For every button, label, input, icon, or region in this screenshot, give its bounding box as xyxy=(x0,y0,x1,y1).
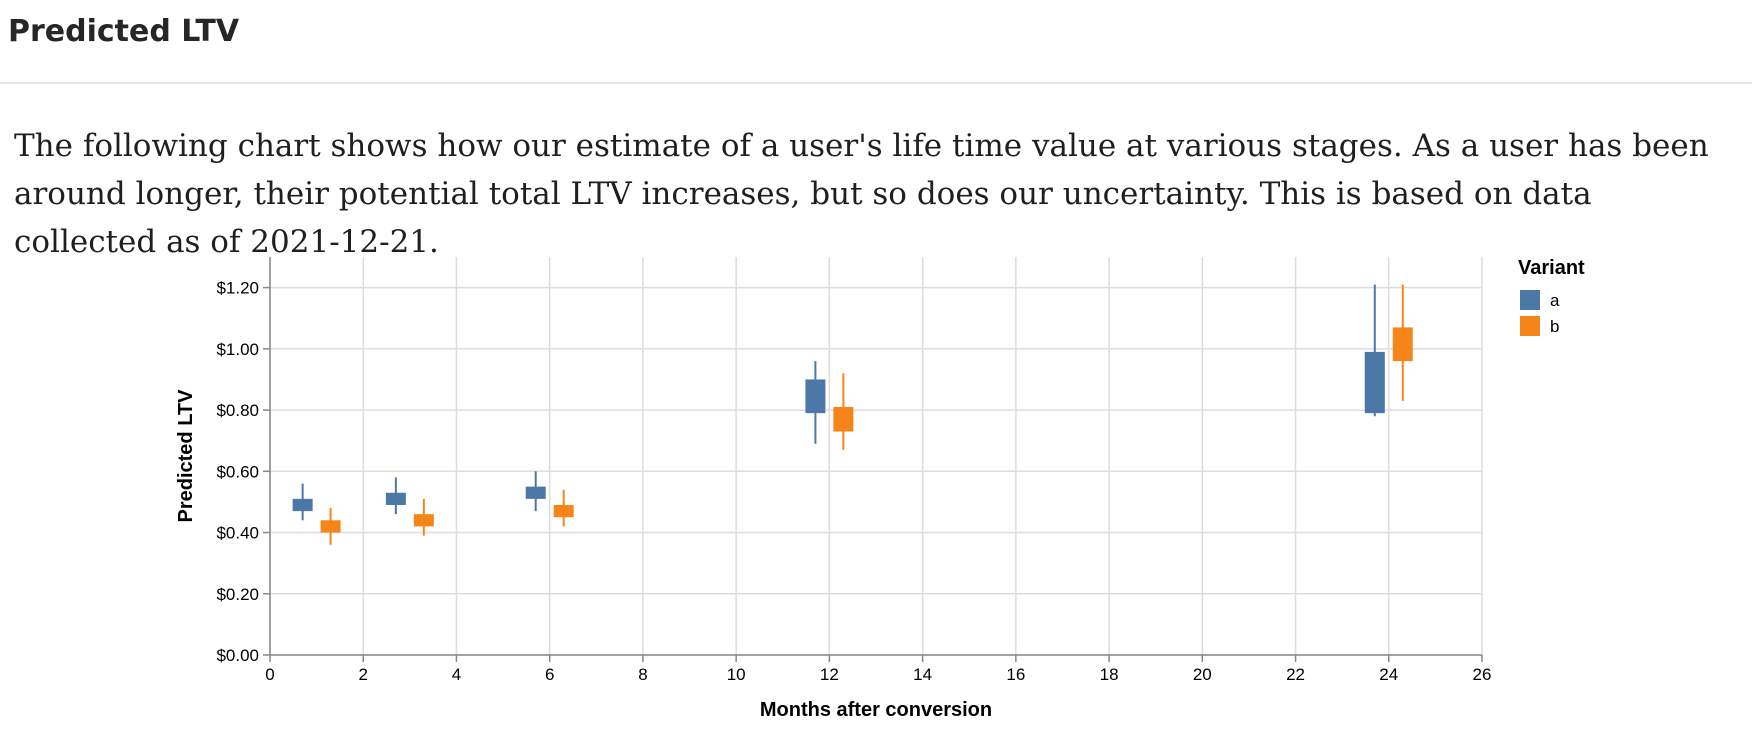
y-tick-label: $0.60 xyxy=(216,462,259,481)
legend-label-a: a xyxy=(1550,291,1560,310)
x-tick-label: 26 xyxy=(1473,665,1492,684)
legend-title: Variant xyxy=(1518,257,1585,279)
chart-axes: 0 2 4 6 8 10 12 14 16 18 20 22 24 26$0.00$0.20$0.40$0… xyxy=(216,257,1491,684)
y-tick-label: $0.20 xyxy=(216,585,259,604)
x-tick-label: 2 xyxy=(358,665,367,684)
x-tick-label: 10 xyxy=(727,665,746,684)
x-tick-label: 20 xyxy=(1193,665,1212,684)
page-title: Predicted LTV xyxy=(8,14,240,49)
x-tick-label: 24 xyxy=(1379,665,1398,684)
legend: Variant ab xyxy=(1518,257,1585,336)
box-a xyxy=(525,486,546,499)
chart-marks xyxy=(292,284,1413,545)
y-axis-title: Predicted LTV xyxy=(175,389,197,523)
y-tick-label: $0.40 xyxy=(216,524,259,543)
x-tick-label: 16 xyxy=(1006,665,1025,684)
box-b xyxy=(1392,327,1413,362)
x-tick-label: 14 xyxy=(913,665,932,684)
legend-label-b: b xyxy=(1550,317,1559,336)
box-a xyxy=(385,492,406,505)
chart-description: The following chart shows how our estima… xyxy=(14,128,1709,260)
x-axis-title: Months after conversion xyxy=(760,699,992,721)
x-tick-label: 22 xyxy=(1286,665,1305,684)
box-a xyxy=(1364,351,1385,414)
box-b xyxy=(553,504,574,518)
box-a xyxy=(805,379,826,414)
page-header: Predicted LTV xyxy=(0,0,1752,84)
box-b xyxy=(413,514,434,527)
x-tick-label: 12 xyxy=(820,665,839,684)
box-b xyxy=(320,520,341,533)
chart-grid xyxy=(269,257,1483,656)
y-tick-label: $1.20 xyxy=(216,279,259,298)
y-tick-label: $1.00 xyxy=(216,340,259,359)
legend-swatch-a xyxy=(1520,290,1540,310)
box-a xyxy=(292,498,313,512)
legend-swatch-b xyxy=(1520,316,1540,336)
x-tick-label: 4 xyxy=(452,665,461,684)
y-tick-label: $0.00 xyxy=(216,646,259,665)
x-tick-label: 8 xyxy=(638,665,647,684)
y-tick-label: $0.80 xyxy=(216,401,259,420)
box-b xyxy=(833,407,854,432)
x-tick-label: 18 xyxy=(1100,665,1119,684)
x-tick-label: 6 xyxy=(545,665,554,684)
x-tick-label: 0 xyxy=(265,665,274,684)
